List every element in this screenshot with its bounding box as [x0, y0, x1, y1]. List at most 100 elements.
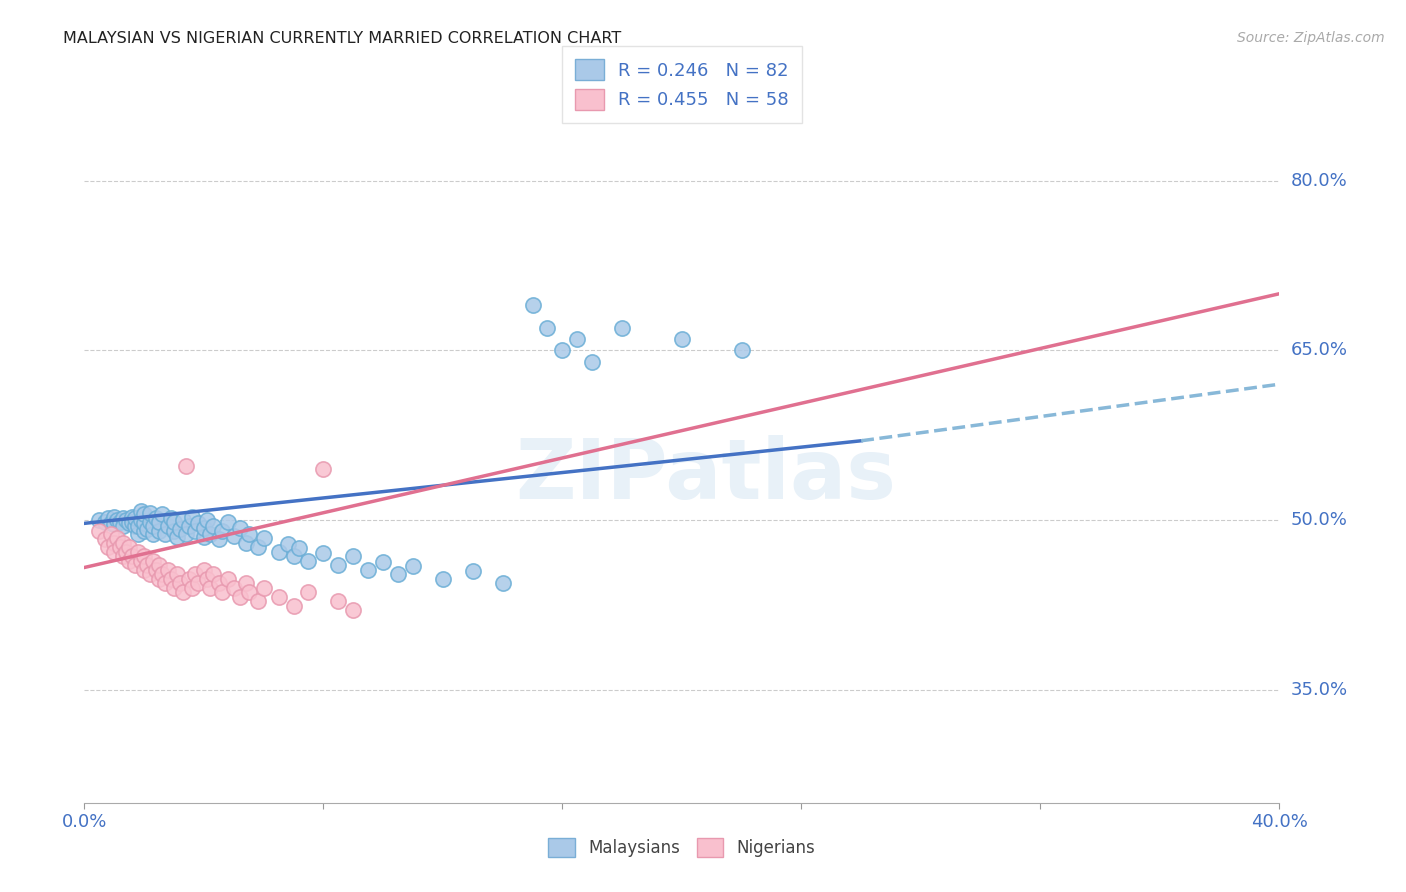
Point [283, 599, 305, 613]
Point [148, 515, 170, 529]
Point [342, 549, 364, 564]
Point [461, 564, 484, 578]
Point [150, 508, 173, 522]
Point [142, 518, 165, 533]
Point [103, 509, 125, 524]
Point [166, 567, 188, 582]
Point [211, 524, 233, 539]
Point [129, 554, 152, 568]
Point [94, 532, 117, 546]
Text: 50.0%: 50.0% [1291, 511, 1347, 529]
Point [235, 535, 257, 549]
Point [277, 537, 299, 551]
Point [195, 572, 218, 586]
Point [163, 524, 186, 539]
Point [100, 516, 122, 531]
Point [246, 594, 269, 608]
Point [148, 572, 170, 586]
Point [181, 581, 204, 595]
Point [142, 526, 165, 541]
Point [198, 526, 221, 541]
Point [342, 603, 364, 617]
Point [169, 576, 191, 591]
Point [235, 576, 257, 591]
Point [612, 320, 634, 334]
Point [328, 558, 350, 573]
Point [160, 510, 183, 524]
Point [163, 581, 186, 595]
Point [208, 576, 231, 591]
Point [118, 554, 141, 568]
Point [132, 516, 156, 531]
Point [312, 546, 335, 560]
Point [103, 517, 125, 532]
Point [328, 594, 350, 608]
Point [160, 572, 183, 586]
Point [89, 513, 111, 527]
Point [89, 524, 111, 539]
Point [208, 532, 231, 546]
Point [567, 332, 589, 346]
Point [238, 585, 260, 599]
Point [153, 576, 176, 591]
Text: 80.0%: 80.0% [1291, 171, 1347, 190]
Point [288, 541, 311, 556]
Point [172, 585, 194, 599]
Point [127, 518, 149, 533]
Point [217, 572, 239, 586]
Point [142, 554, 165, 568]
Point [103, 535, 125, 549]
Point [105, 531, 128, 545]
Point [198, 581, 221, 595]
Point [246, 540, 269, 554]
Point [139, 567, 162, 582]
Text: 65.0%: 65.0% [1291, 342, 1347, 359]
Point [492, 576, 515, 591]
Point [105, 513, 128, 527]
Point [100, 526, 122, 541]
Point [132, 508, 156, 522]
Point [184, 567, 207, 582]
Point [150, 567, 173, 582]
Legend: Malaysians, Nigerians: Malaysians, Nigerians [541, 831, 823, 864]
Point [201, 567, 224, 582]
Point [121, 549, 143, 564]
Point [110, 515, 132, 529]
Point [312, 462, 335, 476]
Point [115, 513, 138, 527]
Point [94, 515, 117, 529]
Point [136, 522, 159, 536]
Point [145, 510, 167, 524]
Point [112, 535, 135, 549]
Point [118, 516, 141, 531]
Point [238, 526, 260, 541]
Point [97, 540, 120, 554]
Point [297, 585, 319, 599]
Point [177, 518, 200, 533]
Point [121, 509, 143, 524]
Point [267, 590, 290, 604]
Point [731, 343, 754, 358]
Point [166, 530, 188, 544]
Point [222, 581, 245, 595]
Point [115, 544, 138, 558]
Point [551, 343, 574, 358]
Point [163, 515, 186, 529]
Point [145, 563, 167, 577]
Point [132, 563, 156, 577]
Point [124, 558, 146, 573]
Point [174, 526, 197, 541]
Point [402, 559, 425, 574]
Point [193, 563, 215, 577]
Point [148, 524, 170, 539]
Point [222, 529, 245, 543]
Point [172, 513, 194, 527]
Point [157, 518, 180, 533]
Point [112, 510, 135, 524]
Point [357, 563, 380, 577]
Point [157, 563, 180, 577]
Point [136, 558, 159, 573]
Point [228, 590, 252, 604]
Point [387, 567, 409, 582]
Point [267, 544, 290, 558]
